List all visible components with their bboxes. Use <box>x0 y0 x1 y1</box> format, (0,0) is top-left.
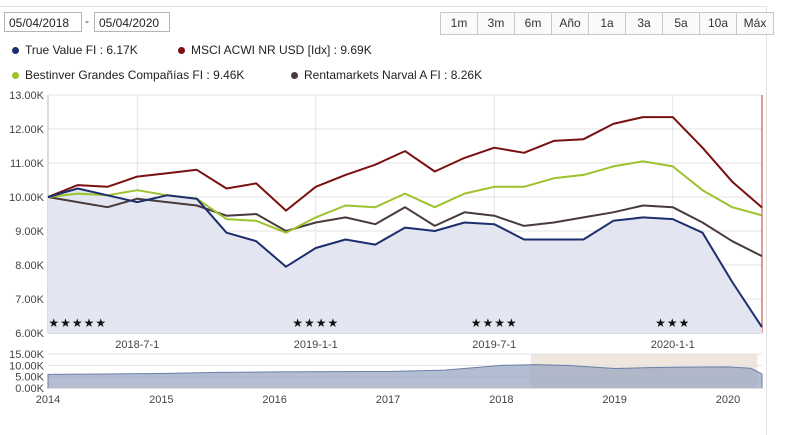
y-tick-label: 9.00K <box>15 226 44 238</box>
range-1m-button[interactable]: 1m <box>441 13 477 34</box>
legend-item-rentamarkets[interactable]: Rentamarkets Narval A FI : 8.26K <box>291 68 482 82</box>
x-tick-label: 2018-7-1 <box>115 339 159 351</box>
navigator-x-label: 2015 <box>149 394 173 406</box>
navigator-x-label: 2016 <box>262 394 286 406</box>
legend-dot <box>12 71 19 79</box>
legend-item-msci-acwi[interactable]: MSCI ACWI NR USD [Idx] : 9.69K <box>178 43 372 57</box>
range-3a-button[interactable]: 3a <box>625 13 662 34</box>
y-tick-label: 12.00K <box>9 124 45 136</box>
range-5a-button[interactable]: 5a <box>662 13 699 34</box>
series-line-true-value-fi <box>47 187 763 328</box>
y-tick-label: 7.00K <box>15 294 44 306</box>
y-tick-label: 11.00K <box>10 158 45 170</box>
y-tick-label: 8.00K <box>15 260 44 272</box>
navigator-x-label: 2020 <box>716 394 740 406</box>
legend-label: True Value FI : 6.17K <box>25 43 138 57</box>
series-line-msci-acwi-nr-usd-idx- <box>47 116 763 212</box>
date-separator: - <box>85 14 89 28</box>
navigator-x-label: 2019 <box>602 394 626 406</box>
navigator-x-label: 2018 <box>489 394 513 406</box>
rating-stars: ★★★ <box>655 316 690 330</box>
main-plot[interactable]: 6.00K 7.00K 8.00K 9.00K 10.00K 11.00K 12.00K 13… <box>9 90 763 351</box>
range-10a-button[interactable]: 10a <box>699 13 736 34</box>
navigator-area <box>47 364 763 389</box>
range-selector: 1m 3m 6m Año 1a 3a 5a 10a Máx <box>440 12 774 35</box>
y-tick-label: 13.00K <box>9 90 45 102</box>
navigator-y-label: 0.00K <box>15 383 44 395</box>
range-max-button[interactable]: Máx <box>736 13 773 34</box>
legend-label: Rentamarkets Narval A FI : 8.26K <box>304 68 483 82</box>
chart-legend: True Value FI : 6.17K MSCI ACWI NR USD [… <box>12 40 792 84</box>
range-3m-button[interactable]: 3m <box>477 13 514 34</box>
legend-label: Bestinver Grandes Compañías FI : 9.46K <box>25 68 245 82</box>
legend-dot <box>291 71 298 79</box>
legend-dot <box>12 46 19 54</box>
legend-item-true-value[interactable]: True Value FI : 6.17K <box>12 43 138 57</box>
date-from-input[interactable]: 05/04/2018 <box>4 12 82 32</box>
navigator-y-label: 5.00K <box>15 372 44 384</box>
navigator-y-label: 15.00K <box>9 349 45 361</box>
right-rule <box>766 6 767 435</box>
y-tick-label: 6.00K <box>15 328 44 340</box>
range-6m-button[interactable]: 6m <box>514 13 551 34</box>
series-area-true-value <box>48 188 762 333</box>
rating-stars: ★★★★ <box>292 316 339 330</box>
navigator-y-label: 10.00K <box>9 360 45 372</box>
range-ytd-button[interactable]: Año <box>551 13 588 34</box>
legend-item-bestinver[interactable]: Bestinver Grandes Compañías FI : 9.46K <box>12 68 244 82</box>
y-tick-label: 10.00K <box>9 192 45 204</box>
legend-label: MSCI ACWI NR USD [Idx] : 9.69K <box>191 43 372 57</box>
rating-stars: ★★★★ <box>471 316 518 330</box>
navigator-x-label: 2014 <box>36 394 60 406</box>
date-to-input[interactable]: 05/04/2020 <box>94 12 170 32</box>
legend-dot <box>178 46 185 54</box>
navigator-x-label: 2017 <box>376 394 400 406</box>
top-rule <box>0 6 767 7</box>
x-tick-label: 2019-1-1 <box>294 339 338 351</box>
rating-stars: ★★★★★ <box>48 316 107 330</box>
range-1a-button[interactable]: 1a <box>588 13 625 34</box>
x-tick-label: 2019-7-1 <box>472 339 516 351</box>
series-line-rentamarkets-narval-a-fi <box>47 196 763 258</box>
x-tick-label: 2020-1-1 <box>651 339 695 351</box>
